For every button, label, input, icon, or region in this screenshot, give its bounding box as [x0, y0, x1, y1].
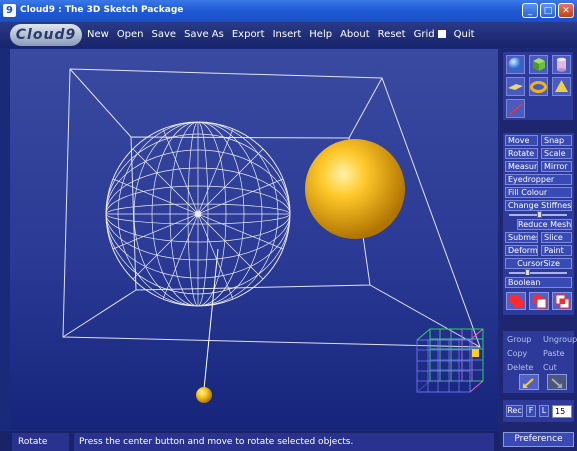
boolean-button[interactable]: Boolean	[505, 277, 572, 288]
cylinder-icon	[557, 57, 566, 72]
menu-grid-label: Grid	[413, 29, 435, 40]
sphere-icon	[508, 57, 523, 72]
deform-button[interactable]: Deform	[505, 245, 538, 256]
status-message: Press the center button and move to rota…	[74, 433, 494, 451]
snap-button[interactable]: Snap	[541, 135, 572, 146]
subtract-icon	[533, 295, 547, 309]
plane-shape-button[interactable]	[506, 77, 525, 96]
plane-icon	[508, 84, 523, 90]
menu-save[interactable]: Save	[151, 29, 177, 40]
menu-items: New Open Save Save As Export Insert Help…	[87, 29, 475, 40]
shape-palette	[503, 52, 573, 120]
record-section: Rec F L 15	[503, 400, 574, 422]
rotate-button[interactable]: Rotate	[505, 148, 538, 159]
menu-quit[interactable]: Quit	[453, 29, 475, 40]
wireframe-sphere	[105, 121, 291, 307]
menu-new[interactable]: New	[87, 29, 109, 40]
cursor-size-slider[interactable]	[509, 272, 567, 274]
sphere-shape-button[interactable]	[506, 55, 525, 74]
menu-insert[interactable]: Insert	[272, 29, 302, 40]
frame-count-field[interactable]: 15	[552, 405, 572, 418]
edit-tools-section: Move Snap Rotate Scale Measure Mirror Ey…	[503, 133, 574, 286]
menu-help[interactable]: Help	[309, 29, 333, 40]
cone-shape-button[interactable]	[552, 77, 571, 96]
cube-shape-button[interactable]	[529, 55, 548, 74]
fill-colour-button[interactable]: Fill Colour	[505, 187, 572, 198]
redo-button[interactable]	[547, 374, 567, 390]
intersect-icon	[555, 294, 570, 309]
orientation-cube	[416, 328, 484, 393]
menu-reset[interactable]: Reset	[377, 29, 406, 40]
maximize-button[interactable]: □	[540, 3, 556, 18]
submesh-button[interactable]: Submesh	[505, 232, 538, 243]
eyedropper-button[interactable]: Eyedropper	[505, 174, 572, 185]
paste-button[interactable]: Paste	[543, 349, 565, 358]
f-button[interactable]: F	[526, 405, 536, 417]
cloud9-logo: Cloud9	[10, 24, 82, 46]
cylinder-shape-button[interactable]	[552, 55, 571, 74]
line-shape-button[interactable]	[506, 99, 525, 118]
union-icon	[510, 295, 523, 308]
reduce-mesh-button[interactable]: Reduce Mesh	[517, 219, 572, 230]
app-icon: 9	[3, 4, 16, 17]
cube-icon	[533, 58, 545, 71]
tool-panel: Move Snap Rotate Scale Measure Mirror Ey…	[500, 49, 577, 451]
close-button[interactable]: ✕	[558, 3, 574, 18]
measure-button[interactable]: Measure	[505, 161, 538, 172]
scale-button[interactable]: Scale	[541, 148, 572, 159]
boolean-subtract-button[interactable]	[529, 292, 549, 310]
menu-about[interactable]: About	[340, 29, 370, 40]
yellow-sphere	[305, 139, 405, 239]
cone-icon	[555, 80, 568, 92]
menu-export[interactable]: Export	[231, 29, 265, 40]
preference-button[interactable]: Preference	[503, 432, 574, 447]
grouping-section: Group Ungroup Copy Paste Delete Cut	[503, 331, 577, 393]
boolean-union-button[interactable]	[506, 292, 526, 310]
scene-canvas	[62, 68, 484, 403]
menu-grid[interactable]: Grid	[414, 29, 446, 40]
change-stiffness-button[interactable]: Change Stiffness	[505, 200, 572, 211]
delete-button[interactable]: Delete	[507, 363, 534, 372]
menu-open[interactable]: Open	[116, 29, 144, 40]
slice-button[interactable]: Slice	[541, 232, 572, 243]
rotate-handle-line	[203, 248, 219, 390]
group-button[interactable]: Group	[507, 335, 532, 344]
stiffness-slider-knob[interactable]	[537, 211, 542, 218]
wireframe-box	[62, 68, 481, 348]
torus-icon	[530, 81, 547, 93]
menu-bar: Cloud9 New Open Save Save As Export Inse…	[0, 22, 577, 48]
move-button[interactable]: Move	[505, 135, 538, 146]
status-bar: Rotate Press the center button and move …	[0, 431, 500, 451]
copy-button[interactable]: Copy	[507, 349, 528, 358]
minimize-button[interactable]: _	[522, 3, 538, 18]
rotate-handle-ball	[196, 387, 212, 403]
ungroup-button[interactable]: Ungroup	[543, 335, 577, 344]
l-button[interactable]: L	[539, 405, 549, 417]
paint-button[interactable]: Paint	[541, 245, 572, 256]
undo-arrow-icon	[523, 378, 534, 388]
title-bar: 9 Cloud9 : The 3D Sketch Package _ □ ✕	[0, 0, 577, 22]
menu-save-as[interactable]: Save As	[184, 29, 224, 40]
rec-button[interactable]: Rec	[506, 405, 523, 417]
boolean-intersect-button[interactable]	[552, 292, 572, 310]
redo-arrow-icon	[551, 378, 562, 388]
undo-button[interactable]	[519, 374, 539, 390]
window-title: Cloud9 : The 3D Sketch Package	[20, 5, 184, 15]
mirror-button[interactable]: Mirror	[541, 161, 572, 172]
line-icon	[508, 103, 523, 116]
grid-checkbox[interactable]	[437, 30, 446, 38]
3d-viewport[interactable]	[10, 49, 498, 430]
cursor-size-button[interactable]: CursorSize	[505, 258, 572, 269]
torus-shape-button[interactable]	[529, 77, 548, 96]
boolean-section: Boolean	[503, 275, 574, 315]
cut-button[interactable]: Cut	[543, 363, 557, 372]
status-mode: Rotate	[12, 433, 69, 451]
